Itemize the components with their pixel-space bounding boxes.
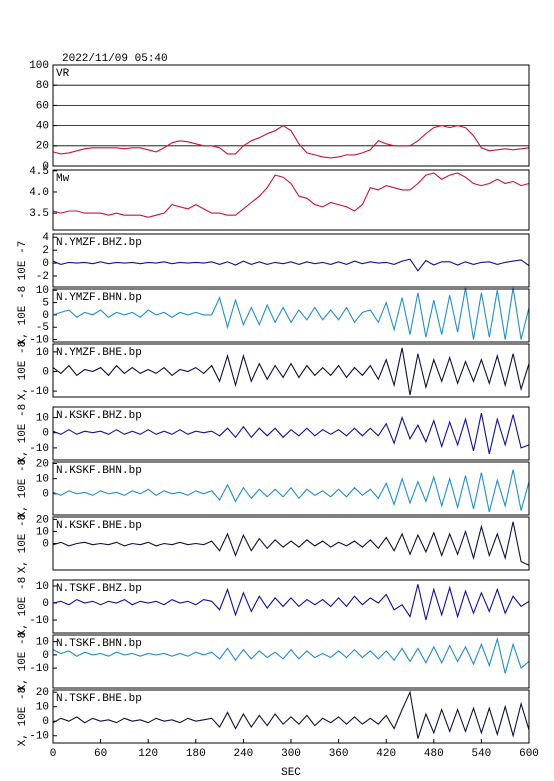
panel-label: N.YMZF.BHZ.bp (56, 237, 142, 249)
x-tick-label: 240 (233, 748, 253, 760)
trace (52, 347, 530, 396)
y-tick-label: 0 (42, 489, 49, 501)
y-tick-label: 20 (36, 514, 49, 526)
y-tick-label: 0 (42, 366, 49, 378)
y-tick-label: -10 (29, 663, 49, 675)
y-tick-label: -10 (29, 731, 49, 743)
panel-frame (52, 288, 530, 343)
panel-label: N.KSKF.BHZ.bp (56, 410, 142, 422)
y-axis-label: X, 10E -8 (17, 577, 29, 636)
y-tick-label: 10 (36, 581, 49, 593)
panel-label: N.TSKF.BHE.bp (56, 693, 142, 705)
y-tick-label: -10 (29, 615, 49, 627)
y-axis-label: X, 10E -8 (17, 632, 29, 691)
y-tick-label: 0 (42, 538, 49, 550)
trace (52, 521, 530, 566)
panel-label: VR (56, 68, 70, 80)
y-tick-label: 10 (36, 526, 49, 538)
x-tick-label: 600 (519, 748, 539, 760)
y-tick-label: 10 (36, 637, 49, 649)
panel-frame (52, 634, 530, 689)
trace (52, 124, 530, 159)
y-tick-label: -10 (29, 334, 49, 346)
y-tick-label: 80 (36, 80, 49, 92)
y-axis-label: X, 10E -8 (17, 459, 29, 518)
y-axis-label: X, 10E -8 (17, 514, 29, 573)
y-axis-label: X, 10E -8 (17, 286, 29, 345)
x-axis-label: SEC (281, 767, 301, 779)
panel-frame (52, 64, 530, 167)
trace (52, 690, 530, 739)
x-tick-label: 540 (471, 748, 491, 760)
y-tick-label: 10 (36, 474, 49, 486)
y-axis-label: 10E -7 (17, 241, 29, 281)
y-tick-label: 20 (36, 458, 49, 470)
y-tick-label: 10 (36, 702, 49, 714)
y-tick-label: 40 (36, 121, 49, 133)
y-tick-label: 2 (42, 245, 49, 257)
y-tick-label: 0 (42, 258, 49, 270)
trace (52, 172, 530, 218)
trace (52, 258, 530, 272)
panel-frame (52, 406, 530, 461)
y-tick-label: 60 (36, 100, 49, 112)
y-tick-label: -10 (29, 386, 49, 398)
y-tick-label: 0 (42, 428, 49, 440)
y-tick-label: 20 (36, 687, 49, 699)
x-tick-label: 0 (50, 748, 57, 760)
trace (52, 412, 530, 455)
x-tick-label: 180 (186, 748, 206, 760)
x-tick-label: 60 (94, 748, 107, 760)
panel-label: N.TSKF.BHZ.bp (56, 583, 142, 595)
panel-frame (52, 169, 530, 231)
panel-frame (52, 516, 530, 571)
trace (52, 287, 530, 340)
y-tick-label: 10 (36, 347, 49, 359)
y-axis-label: X, 10E -8 (17, 341, 29, 400)
y-axis-label: X, 10E -8 (17, 687, 29, 746)
panel-frame (52, 343, 530, 398)
trace (52, 469, 530, 513)
y-tick-label: -5 (36, 322, 49, 334)
y-tick-label: 10 (36, 413, 49, 425)
y-tick-label: 0 (42, 598, 49, 610)
trace (52, 584, 530, 621)
x-tick-label: 480 (424, 748, 444, 760)
panel-label: N.YMZF.BHN.bp (56, 292, 142, 304)
panel-label: Mw (56, 173, 70, 185)
y-tick-label: 0 (42, 716, 49, 728)
y-tick-label: 4.5 (29, 166, 49, 178)
trace (52, 636, 530, 674)
y-axis-label: X, 10E -8 (17, 404, 29, 463)
y-tick-label: 20 (36, 141, 49, 153)
y-tick-label: 10 (36, 285, 49, 297)
x-tick-label: 120 (138, 748, 158, 760)
y-tick-label: 0 (42, 161, 49, 173)
x-tick-label: 300 (281, 748, 301, 760)
panel-label: N.KSKF.BHN.bp (56, 465, 142, 477)
y-tick-label: 100 (29, 60, 49, 72)
y-tick-label: -10 (29, 443, 49, 455)
y-tick-label: 4.0 (29, 187, 49, 199)
x-tick-label: 420 (376, 748, 396, 760)
panel-frame (52, 233, 530, 288)
figure-title: 2022/11/09 05:40 (62, 53, 168, 65)
y-tick-label: 4 (42, 232, 49, 244)
panel-frame (52, 579, 530, 634)
panel-label: N.TSKF.BHN.bp (56, 638, 142, 650)
y-tick-label: -2 (36, 271, 49, 283)
y-tick-label: 5 (42, 297, 49, 309)
panel-frame (52, 461, 530, 516)
y-tick-label: 3.5 (29, 208, 49, 220)
x-tick-label: 360 (329, 748, 349, 760)
panel-label: N.YMZF.BHE.bp (56, 347, 142, 359)
y-tick-label: 0 (42, 310, 49, 322)
y-tick-label: 0 (42, 650, 49, 662)
panel-label: N.KSKF.BHE.bp (56, 520, 142, 532)
